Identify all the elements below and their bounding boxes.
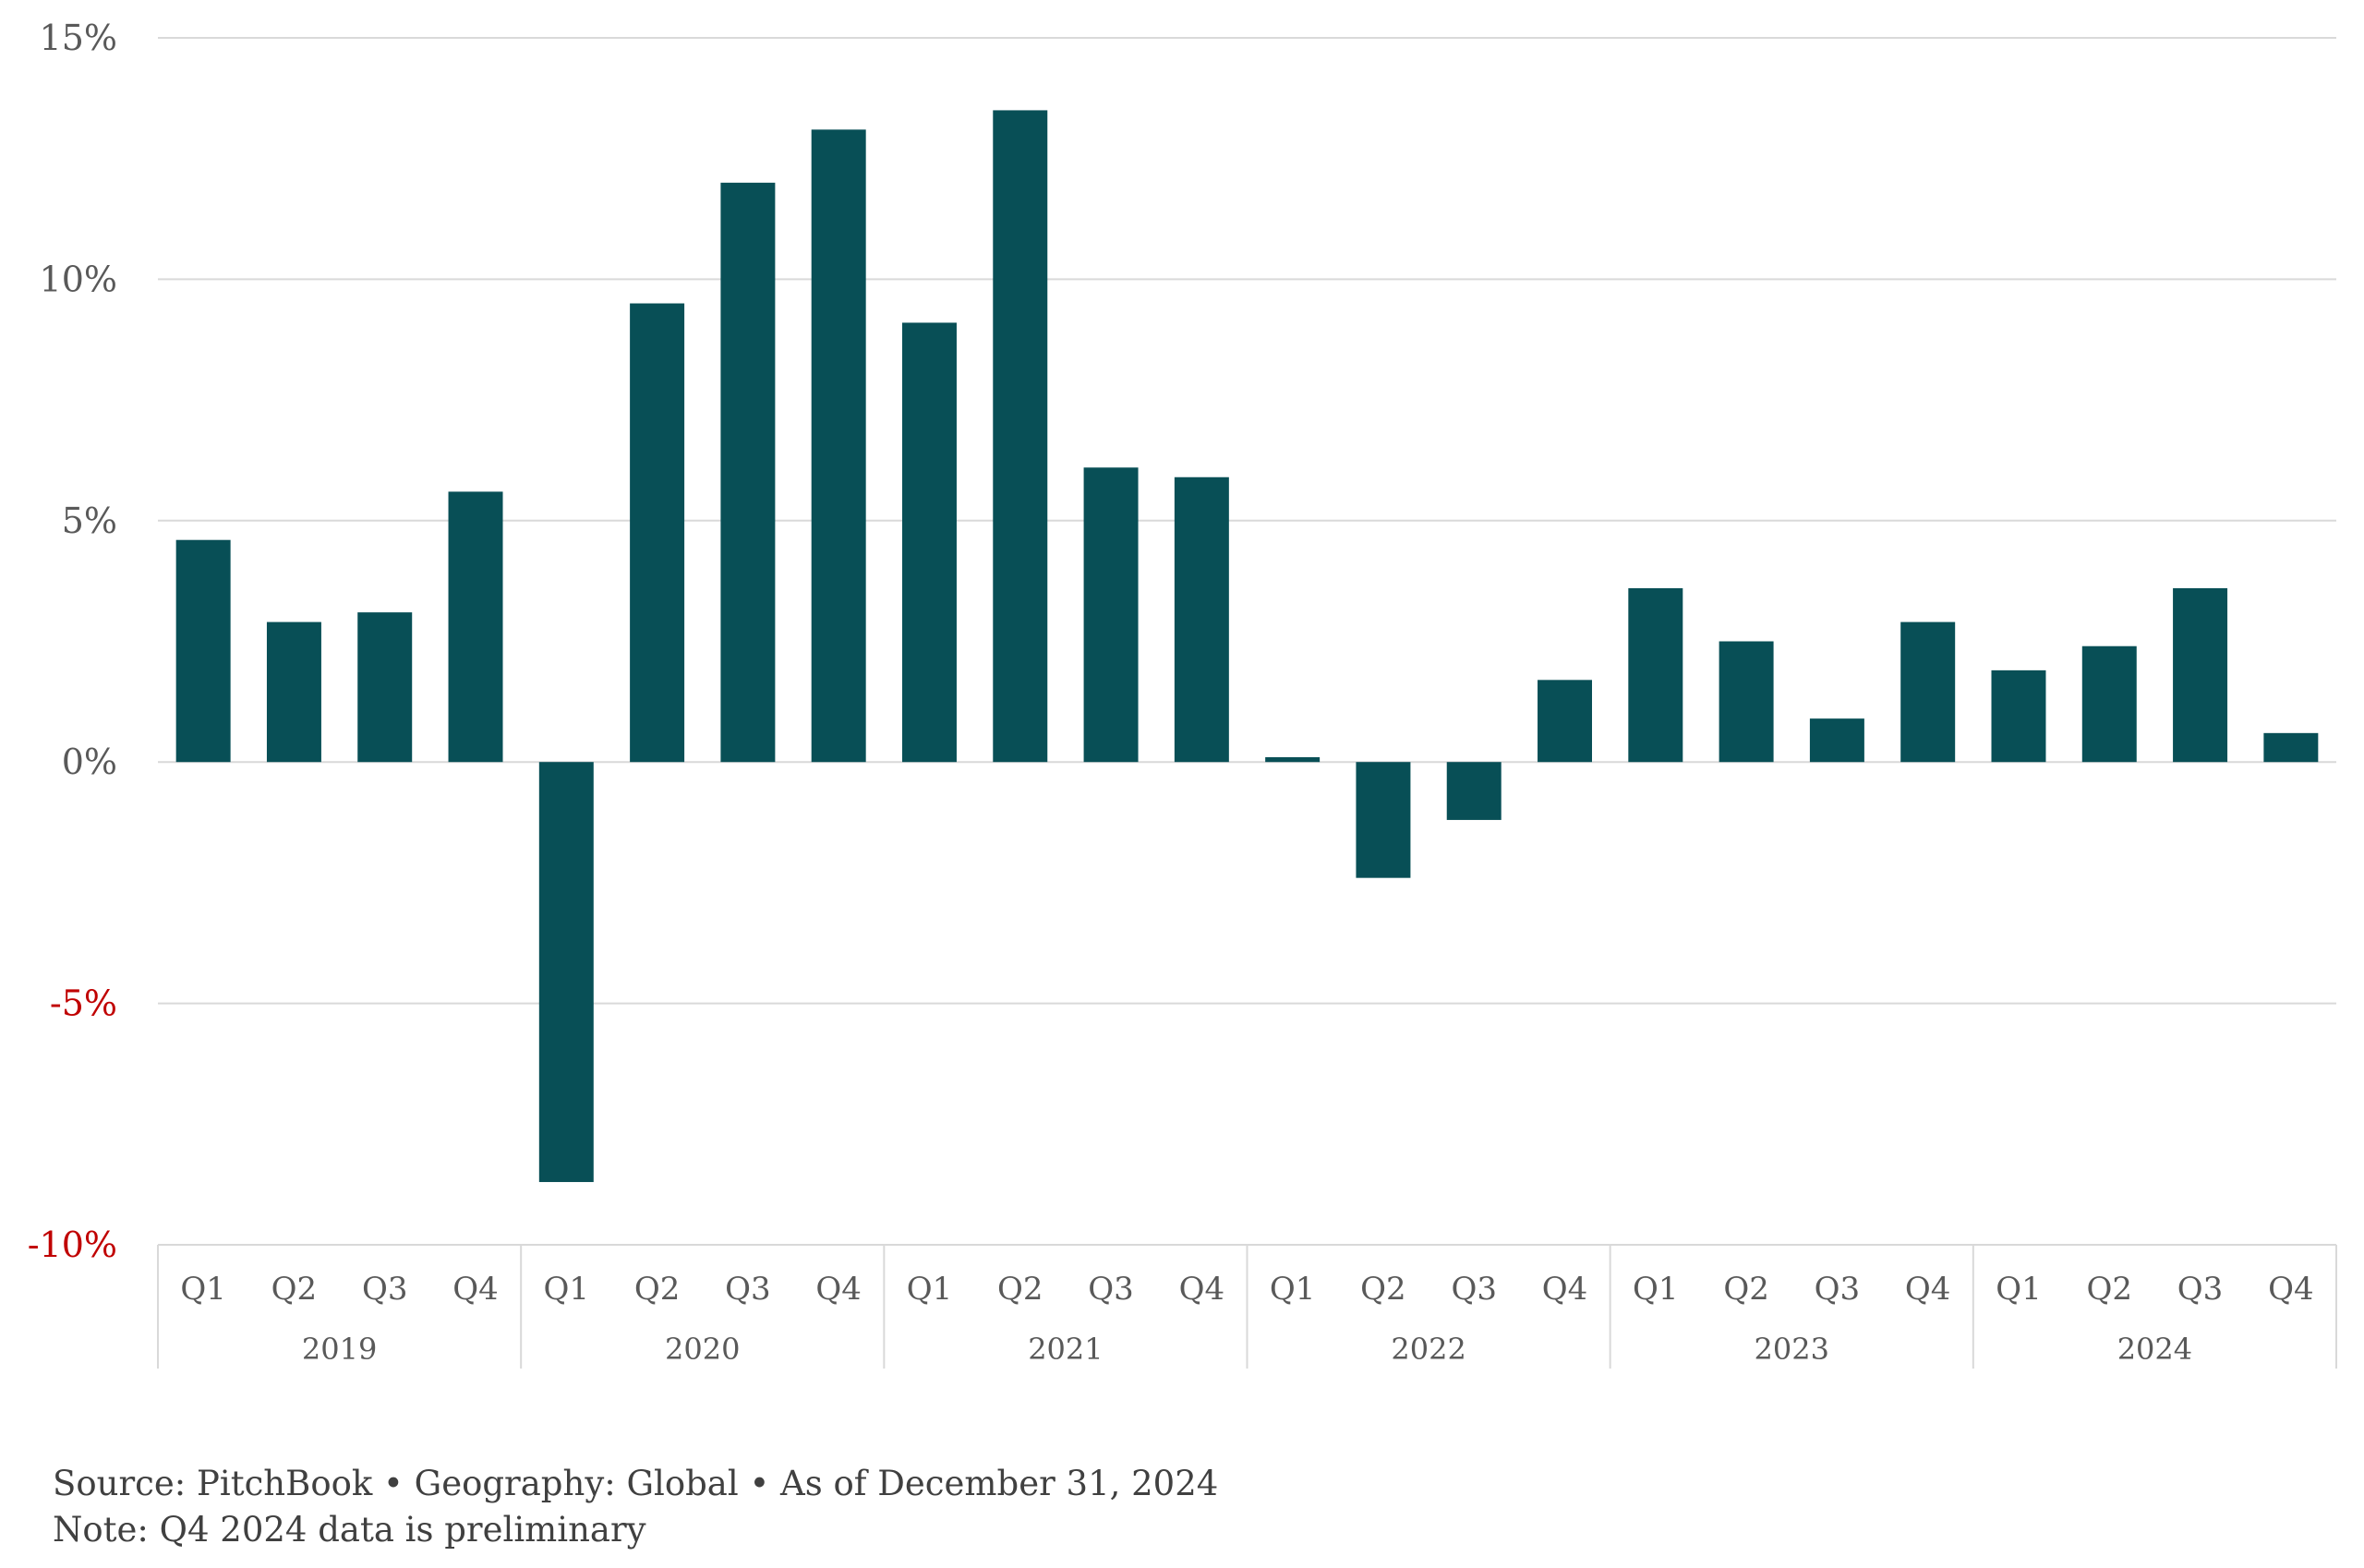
bar — [1628, 587, 1683, 763]
x-tick-label: Q3 — [1088, 1271, 1134, 1308]
x-tick-label: Q1 — [907, 1271, 953, 1308]
x-tick-label: Q3 — [1451, 1271, 1497, 1308]
x-tick-label: Q3 — [2177, 1271, 2224, 1308]
bar — [811, 129, 866, 763]
year-label: 2021 — [1028, 1332, 1103, 1367]
bar — [1719, 641, 1774, 763]
y-tick-label: 5% — [62, 501, 117, 541]
year-label: 2019 — [302, 1332, 377, 1367]
x-tick-label: Q4 — [1905, 1271, 1951, 1308]
bar — [1356, 762, 1411, 878]
bar — [630, 303, 685, 763]
y-tick-label: 15% — [40, 18, 117, 58]
bar — [2173, 587, 2228, 763]
year-label: 2023 — [1755, 1332, 1829, 1367]
x-tick-label: Q2 — [997, 1271, 1043, 1308]
x-tick-label: Q1 — [1270, 1271, 1316, 1308]
bar — [175, 539, 231, 763]
bar — [2263, 732, 2319, 763]
year-label: 2022 — [1391, 1332, 1465, 1367]
x-tick-label: Q1 — [1633, 1271, 1679, 1308]
x-axis: Q1 Q2 Q3 Q4 2019 Q1 Q2 Q3 Q4 2020 Q1 Q2 Q3 Q4 2021 Q1 Q2… — [157, 1245, 2337, 1369]
x-tick-label: Q4 — [452, 1271, 499, 1308]
bar — [1265, 756, 1321, 763]
x-tick-label: Q1 — [544, 1271, 590, 1308]
bar — [1991, 669, 2046, 763]
x-tick-label: Q3 — [1815, 1271, 1861, 1308]
x-tick-label: Q3 — [362, 1271, 408, 1308]
x-tick-label: Q2 — [1723, 1271, 1769, 1308]
bar — [901, 322, 957, 763]
x-tick-label: Q4 — [1542, 1271, 1588, 1308]
bar — [448, 491, 503, 763]
x-tick-label: Q2 — [1360, 1271, 1406, 1308]
bar — [1809, 718, 1864, 763]
preliminary-note: Note: Q4 2024 data is preliminary — [53, 1510, 646, 1550]
bars — [175, 110, 2319, 1183]
bar — [1446, 762, 1502, 820]
x-tick-label: Q2 — [271, 1271, 318, 1308]
bar — [357, 612, 413, 763]
bar — [2081, 645, 2137, 763]
y-tick-label: 10% — [40, 259, 117, 299]
y-tick-label: -5% — [50, 983, 117, 1024]
x-tick-label: Q4 — [815, 1271, 862, 1308]
year-label: 2020 — [665, 1332, 740, 1367]
y-axis-ticks: 15% 10% 5% 0% -5% -10% — [28, 18, 117, 1265]
y-tick-label: 0% — [62, 742, 117, 782]
bar — [1900, 621, 1956, 763]
year-label: 2024 — [2117, 1332, 2192, 1367]
x-tick-label: Q4 — [1179, 1271, 1225, 1308]
x-tick-label: Q1 — [180, 1271, 226, 1308]
x-tick-label: Q4 — [2268, 1271, 2314, 1308]
bar — [1174, 476, 1229, 763]
x-tick-label: Q2 — [634, 1271, 681, 1308]
bar — [266, 621, 321, 763]
y-tick-label: -10% — [28, 1224, 117, 1265]
bar — [1538, 680, 1593, 763]
bar — [993, 110, 1048, 763]
x-tick-label: Q2 — [2087, 1271, 2133, 1308]
x-tick-label: Q1 — [1996, 1271, 2042, 1308]
x-tick-label: Q3 — [725, 1271, 771, 1308]
bar — [538, 762, 594, 1183]
bar — [720, 182, 776, 763]
source-note: Source: PitchBook • Geography: Global • … — [53, 1464, 1219, 1503]
bar — [1083, 467, 1139, 763]
